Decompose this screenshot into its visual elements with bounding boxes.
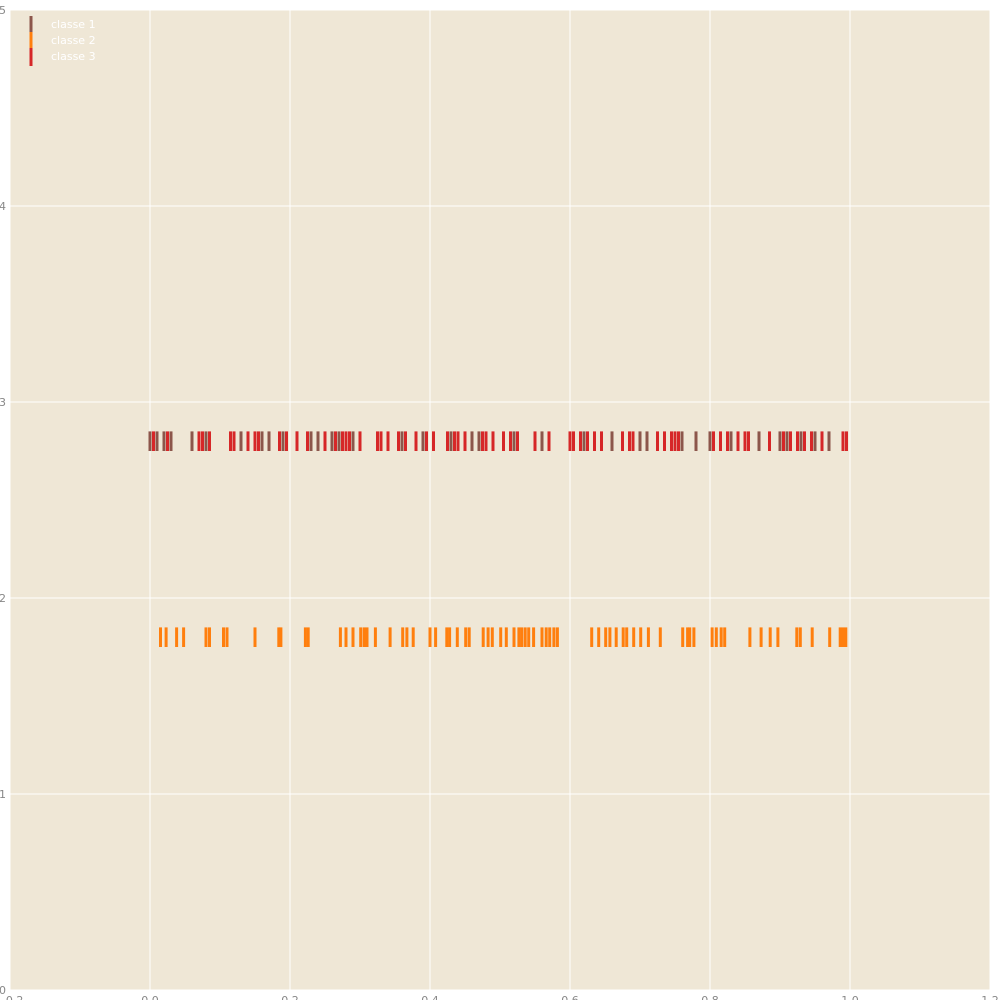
x-tick-label: 1.0 — [841, 994, 859, 1000]
x-tick-label: 0.0 — [141, 994, 159, 1000]
series-layer — [148, 431, 848, 647]
legend-item: classe 3 — [29, 48, 96, 66]
y-tick-label: 5 — [0, 4, 6, 17]
series-classe-2 — [159, 627, 848, 647]
x-tick-label: −0.2 — [0, 994, 23, 1000]
legend-item: classe 1 — [29, 16, 96, 34]
x-axis-ticks: −0.2 0.0 0.2 0.4 0.6 0.8 1.0 1.2 — [0, 994, 999, 1004]
x-tick-label: 0.6 — [561, 994, 579, 1000]
legend-label: classe 1 — [51, 18, 96, 31]
y-tick-label: 1 — [0, 788, 6, 801]
y-tick-label: 0 — [0, 984, 6, 997]
x-tick-label: 0.8 — [701, 994, 719, 1000]
y-tick-label: 4 — [0, 200, 6, 213]
legend-item: classe 2 — [29, 32, 96, 50]
plot-area — [10, 10, 990, 990]
y-tick-label: 3 — [0, 396, 6, 409]
legend-label: classe 2 — [51, 34, 96, 47]
x-tick-label: 0.2 — [281, 994, 299, 1000]
grid-lines — [9, 9, 991, 991]
x-tick-label: 1.2 — [981, 994, 999, 1000]
y-tick-label: 2 — [0, 592, 6, 605]
legend: classe 1 classe 2 classe 3 — [29, 16, 96, 66]
legend-label: classe 3 — [51, 50, 96, 63]
y-axis-ticks: 0 1 2 3 4 5 — [0, 4, 6, 997]
x-tick-label: 0.4 — [421, 994, 439, 1000]
series-classe-3 — [152, 431, 848, 451]
